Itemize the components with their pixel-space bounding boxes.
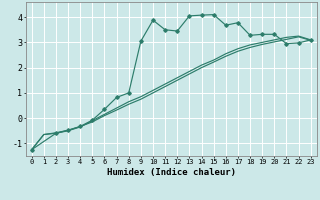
X-axis label: Humidex (Indice chaleur): Humidex (Indice chaleur)	[107, 168, 236, 177]
